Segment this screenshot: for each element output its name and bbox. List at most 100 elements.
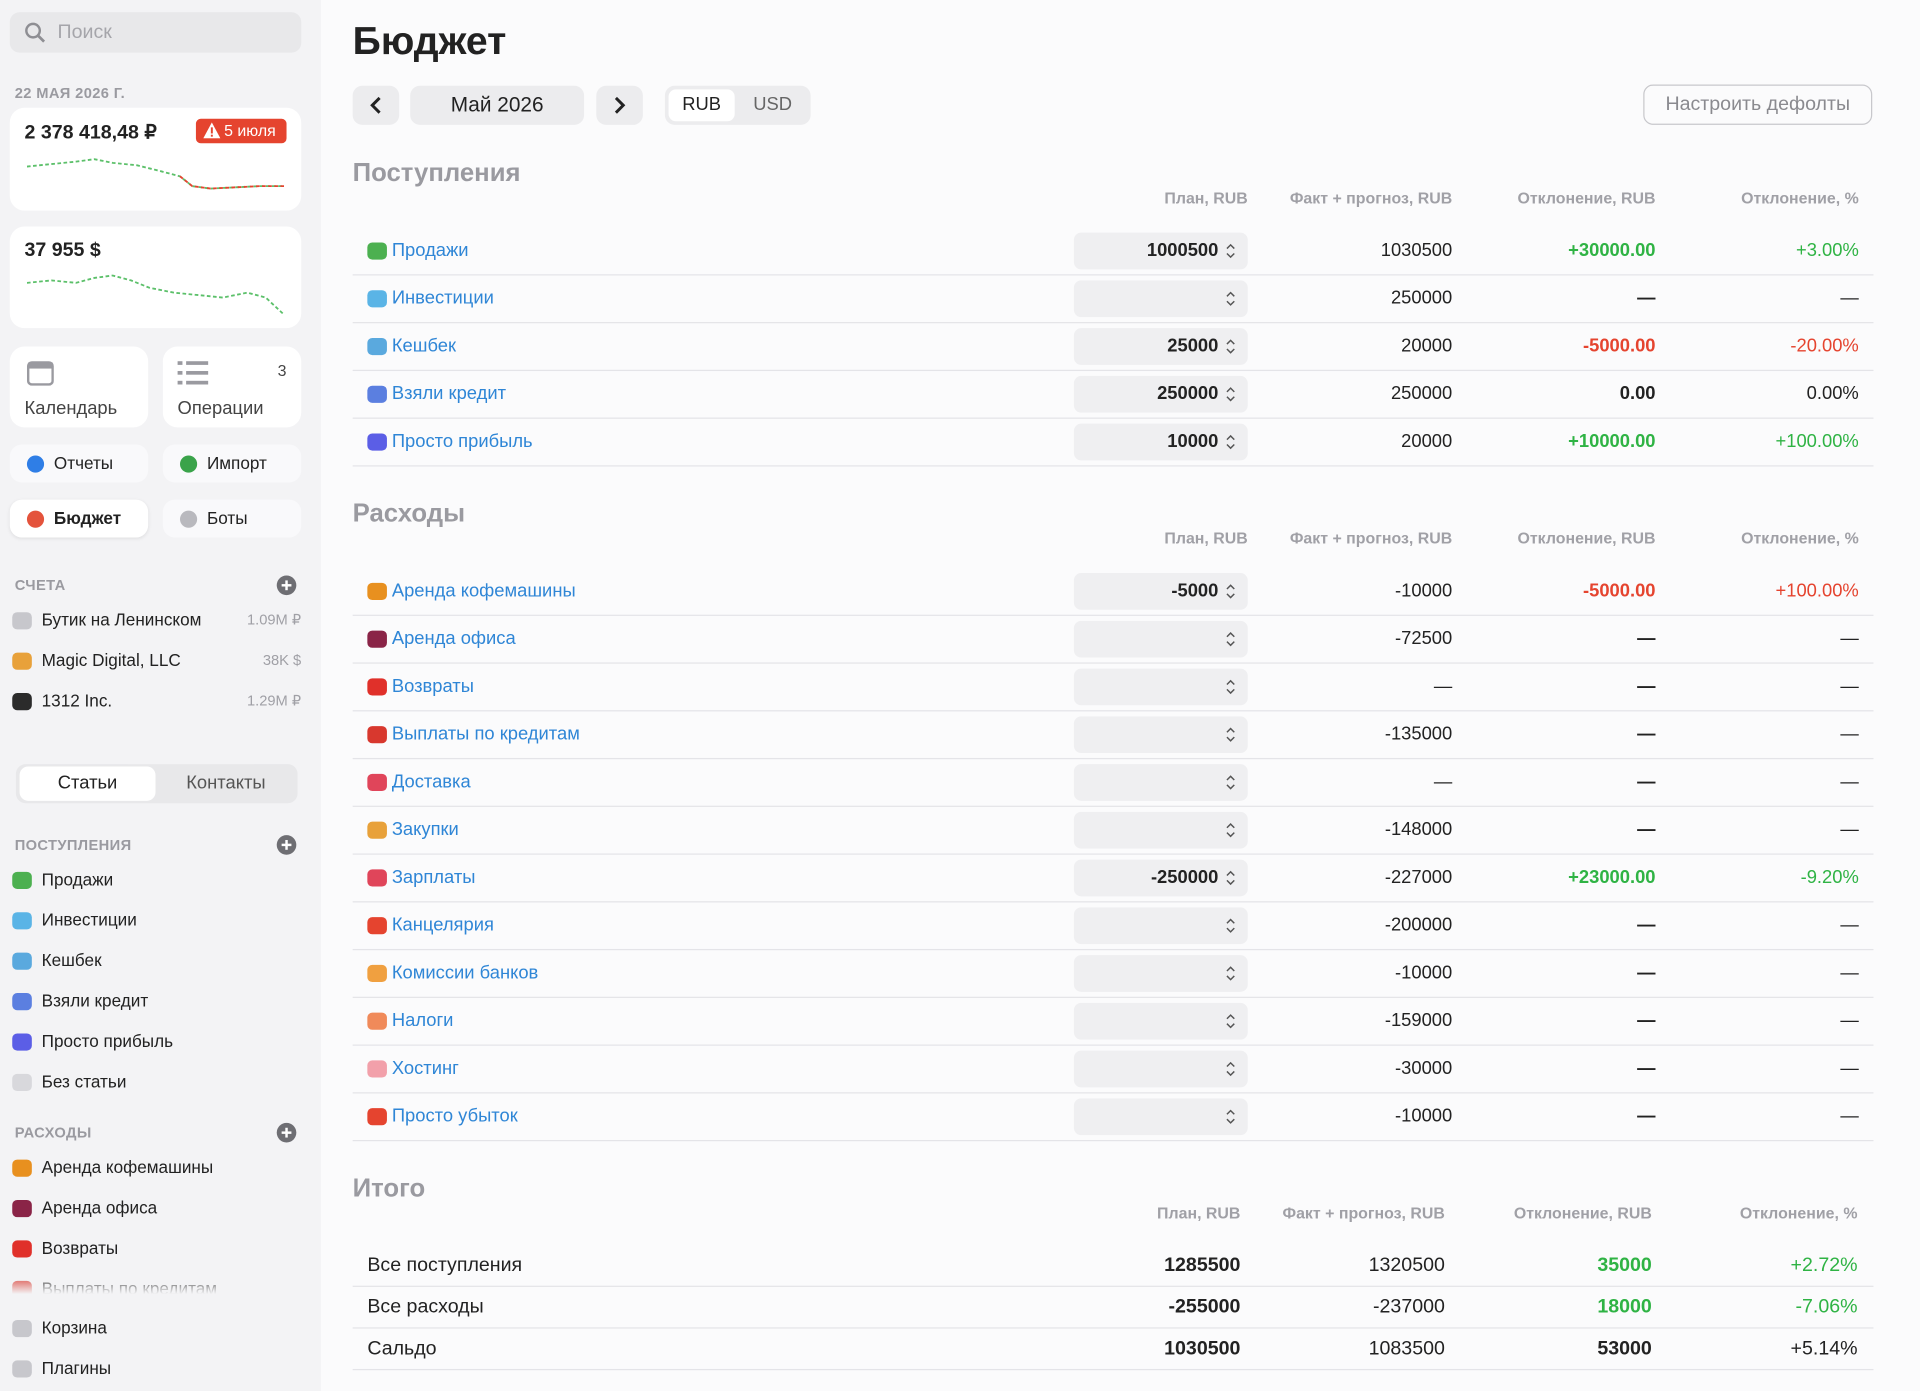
category-name[interactable]: Просто убыток [391,1105,518,1127]
category-name[interactable]: Кешбек [391,335,457,357]
search-placeholder: Поиск [57,22,112,43]
currency[interactable]: USD [753,94,793,116]
add-button[interactable] [276,835,297,855]
spinner [1226,966,1235,981]
defaults-button[interactable]: Настроить дефолты [1643,84,1873,125]
list-item[interactable]: Кешбек [0,940,313,980]
category-name[interactable]: Зарплаты [391,866,476,888]
plan-input[interactable] [1073,620,1248,658]
item-icon [12,653,32,671]
category-icon [367,242,387,260]
list-item[interactable]: Корзина [0,1308,313,1348]
deviation: — [1637,723,1656,745]
item-icon [12,612,32,630]
tab-active[interactable]: Статьи [19,766,156,801]
table-row: Аренда офиса -72500 — — [352,616,1874,664]
plan-input[interactable] [1073,280,1248,318]
category-icon [367,964,387,983]
table-row: Комиссии банков -10000 — — [352,950,1874,998]
month-picker[interactable]: Май 2026 [410,85,585,125]
category-name[interactable]: Взяли кредит [391,383,507,405]
list-item[interactable]: Аренда кофемашины [0,1147,313,1187]
tile[interactable]: Календарь [9,346,149,428]
category-name[interactable]: Хостинг [391,1057,459,1079]
plan-input[interactable] [1073,668,1248,706]
plan-input[interactable] [1073,955,1248,992]
category-name[interactable]: Выплаты по кредитам [391,723,580,745]
spinner [1226,434,1235,450]
section-title: Расходы [352,499,466,528]
list-item[interactable]: Инвестиции [0,900,313,940]
plan-input[interactable] [1073,764,1248,801]
add-button[interactable] [276,1122,297,1143]
fact: -10000 [1395,962,1453,984]
list-item[interactable]: Аренда офиса [0,1188,313,1228]
deviation-pct: +100.00% [1775,580,1859,602]
list-item[interactable]: 1312 Inc. 1.29M ₽ [0,681,313,721]
plan-input[interactable] [1073,1002,1248,1040]
category-icon [367,337,387,356]
category-name[interactable]: Продажи [391,240,469,261]
category-name[interactable]: Закупки [391,819,459,841]
list-item[interactable]: Плагины [0,1348,313,1388]
category-name[interactable]: Инвестиции [391,287,494,309]
balance-amount: 2 378 418,48 ₽ [24,122,157,144]
plan-input[interactable] [1073,811,1248,849]
tile[interactable]: Операции 3 [162,346,302,428]
plan-input[interactable]: -5000 [1073,573,1248,610]
next-button[interactable] [596,85,643,125]
plan-input[interactable] [1073,716,1248,754]
add-button[interactable] [276,575,297,596]
category-icon [367,433,387,451]
item-icon [12,1159,32,1178]
category-name[interactable]: Комиссии банков [391,962,539,984]
plan-input[interactable]: 25000 [1073,328,1248,365]
section-title: Поступления [352,159,521,188]
category-icon [367,773,387,792]
list-item[interactable]: Возвраты [0,1228,313,1268]
nav-button[interactable]: Боты [162,499,302,538]
list-item[interactable]: Без статьи [0,1062,313,1102]
nav-button[interactable]: Импорт [162,444,302,483]
plan-input[interactable]: 1000500 [1073,232,1248,270]
list-item[interactable]: Magic Digital, LLC 38K $ [0,640,313,680]
plan-value: -5000 [1171,580,1219,602]
tab[interactable]: Контакты [186,772,266,794]
balance-card[interactable]: 37 955 $ [9,226,302,329]
category-name[interactable]: Возвраты [391,675,474,697]
category-name[interactable]: Налоги [391,1010,454,1032]
table-row: Хостинг -30000 — — [352,1046,1874,1094]
deviation: -5000.00 [1582,580,1656,602]
list-item[interactable]: Просто прибыль [0,1021,313,1061]
plan-input[interactable] [1073,1050,1248,1088]
nav-button[interactable]: Отчеты [9,444,149,483]
fact: -237000 [1372,1296,1445,1318]
deviation: 53000 [1597,1338,1652,1360]
item-icon [12,912,32,930]
category-name[interactable]: Аренда офиса [391,628,516,649]
category-name[interactable]: Канцелярия [391,914,494,936]
balance-card[interactable]: 2 378 418,48 ₽ 5 июля [9,107,302,211]
list-item[interactable]: Продажи [0,860,313,900]
category-name[interactable]: Доставка [391,771,471,793]
list-item[interactable]: Бутик на Ленинском 1.09M ₽ [0,600,313,640]
category-icon [367,726,387,744]
search-box[interactable]: Поиск [9,12,302,53]
deviation-pct: -9.20% [1800,866,1859,888]
nav-button[interactable]: Бюджет [9,499,149,538]
item-icon [12,1240,32,1258]
accounts-list: Бутик на Ленинском 1.09M ₽ Magic Digital, … [0,600,313,721]
category-name[interactable]: Аренда кофемашины [391,580,576,602]
currency-active[interactable]: RUB [668,89,735,122]
plan-input[interactable] [1073,1098,1248,1136]
fact: — [1433,675,1453,697]
prev-button[interactable] [352,85,400,125]
deviation-pct: — [1840,819,1859,841]
plan-input[interactable] [1073,907,1248,945]
plan-input[interactable]: 250000 [1073,375,1248,413]
category-name[interactable]: Просто прибыль [391,431,533,452]
plan-input[interactable]: -250000 [1073,859,1248,897]
plan-input[interactable]: 10000 [1073,423,1248,461]
list-item[interactable]: Взяли кредит [0,981,313,1021]
nav-label: Импорт [206,453,267,473]
